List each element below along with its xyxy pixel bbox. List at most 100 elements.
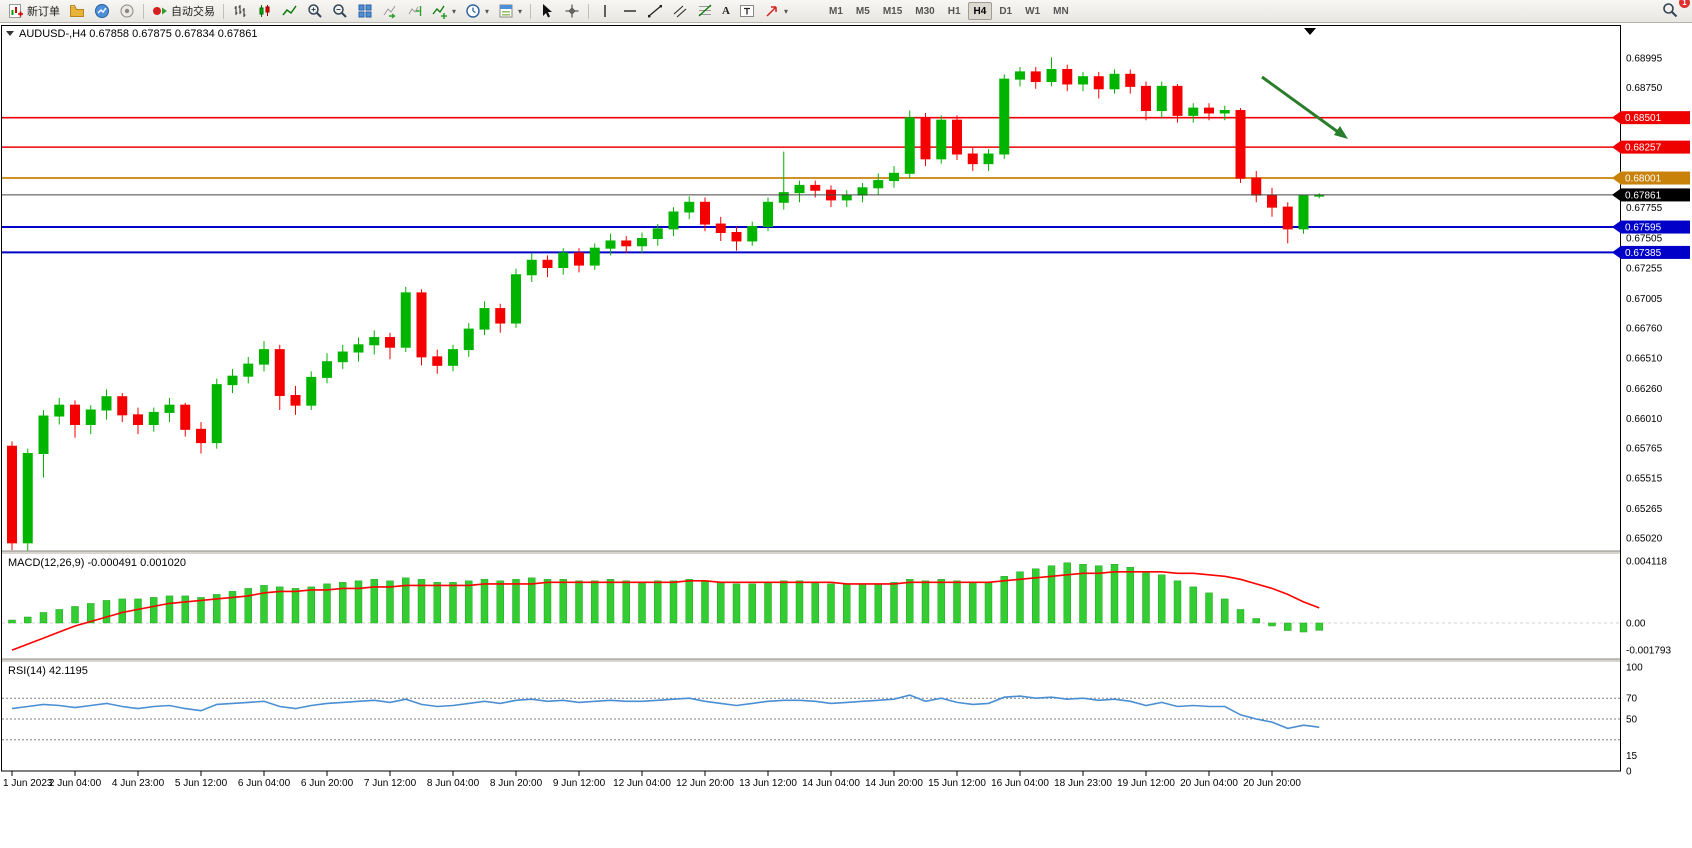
crosshair-button[interactable] xyxy=(560,1,584,21)
macd-histogram-bar xyxy=(244,588,252,624)
candle-body xyxy=(1204,107,1214,114)
time-axis-label: 14 Jun 04:00 xyxy=(802,778,860,789)
symbol-collapse-icon[interactable] xyxy=(6,31,14,36)
timeframe-m30-button[interactable]: M30 xyxy=(909,2,940,20)
timeframe-mn-button[interactable]: MN xyxy=(1047,2,1075,20)
pane-divider[interactable] xyxy=(2,551,1620,554)
macd-histogram-bar xyxy=(575,580,583,624)
candle-body xyxy=(558,252,569,269)
notification-badge[interactable]: 1 xyxy=(1679,0,1690,8)
rsi-axis-label: 0 xyxy=(1626,767,1632,778)
price-tag[interactable] xyxy=(1620,220,1690,234)
macd-histogram-bar xyxy=(1063,562,1071,624)
timeframe-w1-button[interactable]: W1 xyxy=(1019,2,1046,20)
candle-body xyxy=(889,172,899,182)
price-tag-label: 0.68501 xyxy=(1625,113,1662,124)
candle-body xyxy=(133,414,143,425)
new-order-button[interactable]: 新订单 xyxy=(4,1,64,21)
candle-body xyxy=(637,238,647,247)
trendline-tool-button[interactable] xyxy=(643,1,667,21)
macd-histogram-bar xyxy=(827,583,835,624)
chart-shift-button[interactable] xyxy=(403,1,427,21)
timeframe-m15-button[interactable]: M15 xyxy=(877,2,908,20)
market-watch-button[interactable] xyxy=(90,1,114,21)
line-chart-button[interactable] xyxy=(278,1,302,21)
market-watch-icon xyxy=(95,4,109,18)
zoom-out-button[interactable] xyxy=(328,1,352,21)
price-tag[interactable] xyxy=(1620,111,1690,125)
time-axis-label: 1 Jun 2023 xyxy=(3,778,53,789)
fibonacci-tool-button[interactable] xyxy=(693,1,717,21)
macd-histogram-bar xyxy=(874,583,882,624)
macd-histogram-bar xyxy=(969,582,977,624)
price-axis-label: 0.67005 xyxy=(1626,294,1663,305)
main-toolbar: 新订单 自动交易 xyxy=(0,0,1692,23)
candle-body xyxy=(715,223,726,233)
channel-tool-button[interactable] xyxy=(668,1,692,21)
macd-histogram-bar xyxy=(24,616,32,624)
timeframe-m1-button[interactable]: M1 xyxy=(823,2,849,20)
zoom-in-button[interactable] xyxy=(303,1,327,21)
macd-histogram-bar xyxy=(638,582,646,624)
candle-body xyxy=(290,395,301,406)
bar-chart-button[interactable] xyxy=(228,1,252,21)
candle-body xyxy=(400,292,411,348)
price-tag-pointer xyxy=(1612,140,1621,154)
periods-button[interactable]: ▾ xyxy=(461,1,493,21)
price-axis-label: 0.65515 xyxy=(1626,474,1663,485)
timeframe-m5-button[interactable]: M5 xyxy=(850,2,876,20)
arrows-tool-button[interactable]: ▾ xyxy=(760,1,792,21)
auto-trading-icon xyxy=(153,7,167,15)
chart-shift-marker-icon[interactable] xyxy=(1304,28,1316,35)
candle-body xyxy=(1172,85,1183,116)
horizontal-line-tool-button[interactable] xyxy=(618,1,642,21)
candle-body xyxy=(416,292,427,358)
price-tag-label: 0.68257 xyxy=(1625,143,1662,154)
candle-body xyxy=(794,184,805,194)
price-tag[interactable] xyxy=(1620,171,1690,185)
candle-body xyxy=(7,445,17,544)
candlestick-chart-button[interactable] xyxy=(253,1,277,21)
periods-clock-icon xyxy=(466,4,480,18)
candle-body xyxy=(1219,110,1230,114)
new-order-label: 新订单 xyxy=(27,6,60,18)
macd-histogram-bar xyxy=(732,583,741,624)
add-indicator-button[interactable]: ▾ xyxy=(428,1,460,21)
text-tool-button[interactable]: A xyxy=(718,1,734,21)
community-button[interactable] xyxy=(115,1,139,21)
annotation-arrow[interactable] xyxy=(1261,75,1339,134)
time-axis-label: 8 Jun 04:00 xyxy=(427,778,480,789)
vertical-line-tool-button[interactable] xyxy=(593,1,617,21)
price-tag-pointer xyxy=(1612,188,1621,202)
price-tag[interactable] xyxy=(1620,245,1690,259)
chart-canvas[interactable]: 0.68995 0.68750 0.67755 0.67505 0.67255 0.670… xyxy=(0,23,1692,843)
timeframe-d1-button[interactable]: D1 xyxy=(993,2,1018,20)
auto-scroll-button[interactable] xyxy=(378,1,402,21)
macd-histogram-bar xyxy=(181,595,189,624)
dropdown-caret-icon: ▾ xyxy=(518,6,523,16)
macd-histogram-bar xyxy=(1016,571,1024,624)
timeframe-h4-button[interactable]: H4 xyxy=(967,2,993,20)
candle-body xyxy=(574,252,584,266)
candle-body xyxy=(841,194,852,201)
macd-histogram-bar xyxy=(1110,564,1119,624)
macd-histogram-bar xyxy=(1095,565,1103,624)
pane-divider[interactable] xyxy=(2,659,1620,662)
candle-body xyxy=(495,308,506,324)
timeframe-h1-button[interactable]: H1 xyxy=(942,2,967,20)
auto-trading-button[interactable]: 自动交易 xyxy=(148,1,219,21)
search-button[interactable] xyxy=(1658,0,1682,20)
macd-histogram-bar xyxy=(858,583,867,624)
candle-body xyxy=(526,259,537,276)
templates-button[interactable]: ▾ xyxy=(494,1,526,21)
tile-windows-button[interactable] xyxy=(353,1,377,21)
chart-background xyxy=(0,23,1692,843)
candle-body xyxy=(1267,194,1277,208)
time-axis-label: 20 Jun 04:00 xyxy=(1180,778,1238,789)
price-tag[interactable] xyxy=(1620,188,1690,202)
cursor-button[interactable] xyxy=(535,1,559,21)
text-label-tool-button[interactable] xyxy=(735,1,759,21)
price-tag[interactable] xyxy=(1620,140,1690,154)
candle-body xyxy=(983,153,994,165)
profiles-button[interactable] xyxy=(65,1,89,21)
